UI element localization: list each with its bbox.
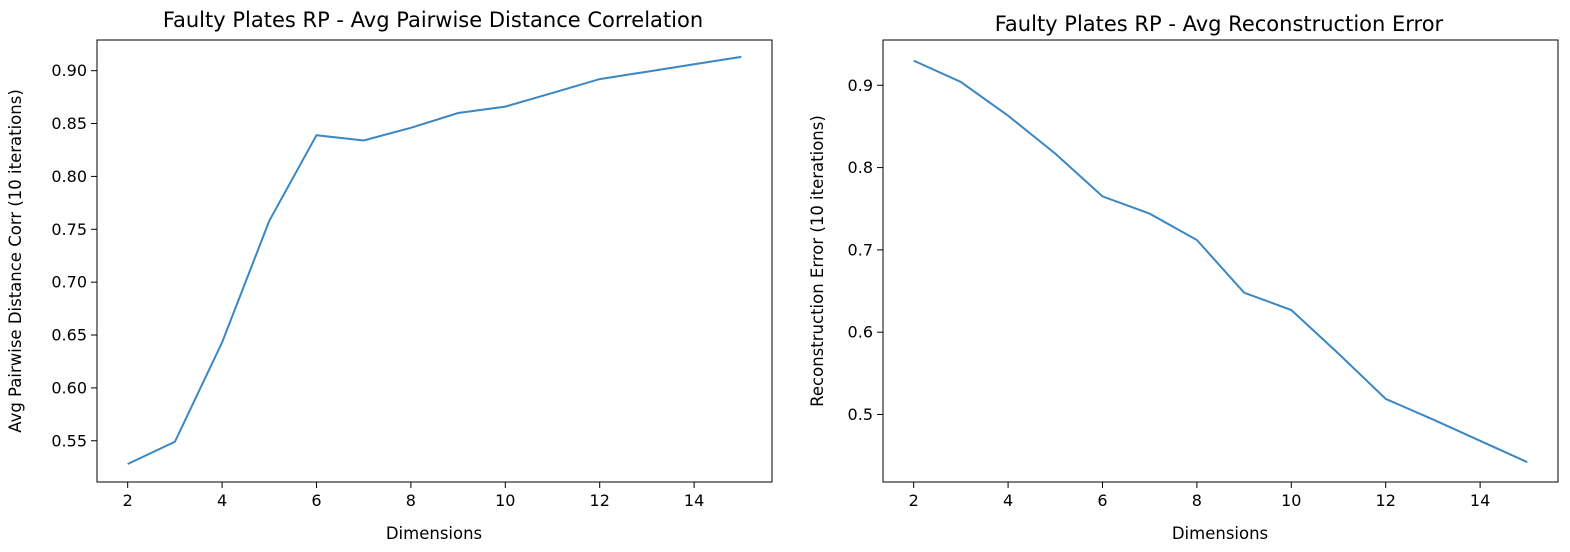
chart-title: Faulty Plates RP - Avg Pairwise Distance… [163,8,703,32]
x-tick-label: 8 [406,491,416,510]
series-line [913,59,1528,464]
y-tick-label: 0.80 [51,167,87,186]
y-axis-label: Reconstruction Error (10 iterations) [808,115,827,407]
plot-area [882,39,1559,483]
x-axis-label: Dimensions [1172,524,1268,543]
x-tick-label: 10 [495,491,515,510]
y-tick-label: 0.65 [51,326,87,345]
x-tick-label: 4 [1003,491,1013,510]
y-tick-label: 0.70 [51,273,87,292]
x-tick-label: 2 [909,491,919,510]
plot-area [96,39,773,483]
x-axis-label: Dimensions [386,524,482,543]
x-tick-label: 2 [123,491,133,510]
x-tick-label: 10 [1281,491,1301,510]
chart-reconstruction-error: Faulty Plates RP - Avg Reconstruction Er… [808,12,1559,543]
y-tick-label: 0.85 [51,114,87,133]
x-tick-label: 14 [1470,491,1490,510]
y-tick-label: 0.8 [848,158,873,177]
x-tick-label: 6 [311,491,321,510]
y-axis: 0.5 0.6 0.7 0.8 0.9 [848,76,883,424]
x-tick-label: 12 [1376,491,1396,510]
y-tick-label: 0.9 [848,76,873,95]
y-tick-label: 0.5 [848,405,873,424]
chart-pairwise-distance-correlation: Faulty Plates RP - Avg Pairwise Distance… [6,8,773,543]
x-axis: 2 4 6 8 10 12 14 [123,482,704,510]
x-tick-label: 14 [684,491,704,510]
chart-title: Faulty Plates RP - Avg Reconstruction Er… [995,12,1444,36]
x-tick-label: 8 [1192,491,1202,510]
y-tick-label: 0.6 [848,323,873,342]
x-axis: 2 4 6 8 10 12 14 [909,482,1490,510]
x-tick-label: 12 [590,491,610,510]
y-tick-label: 0.75 [51,220,87,239]
series-line [127,55,742,465]
y-axis: 0.55 0.60 0.65 0.70 0.75 0.80 0.85 0.90 [51,61,97,450]
x-tick-label: 6 [1097,491,1107,510]
y-tick-label: 0.7 [848,240,873,259]
y-axis-label: Avg Pairwise Distance Corr (10 iteration… [6,89,25,433]
x-tick-label: 4 [217,491,227,510]
y-tick-label: 0.90 [51,61,87,80]
y-tick-label: 0.60 [51,378,87,397]
y-tick-label: 0.55 [51,431,87,450]
